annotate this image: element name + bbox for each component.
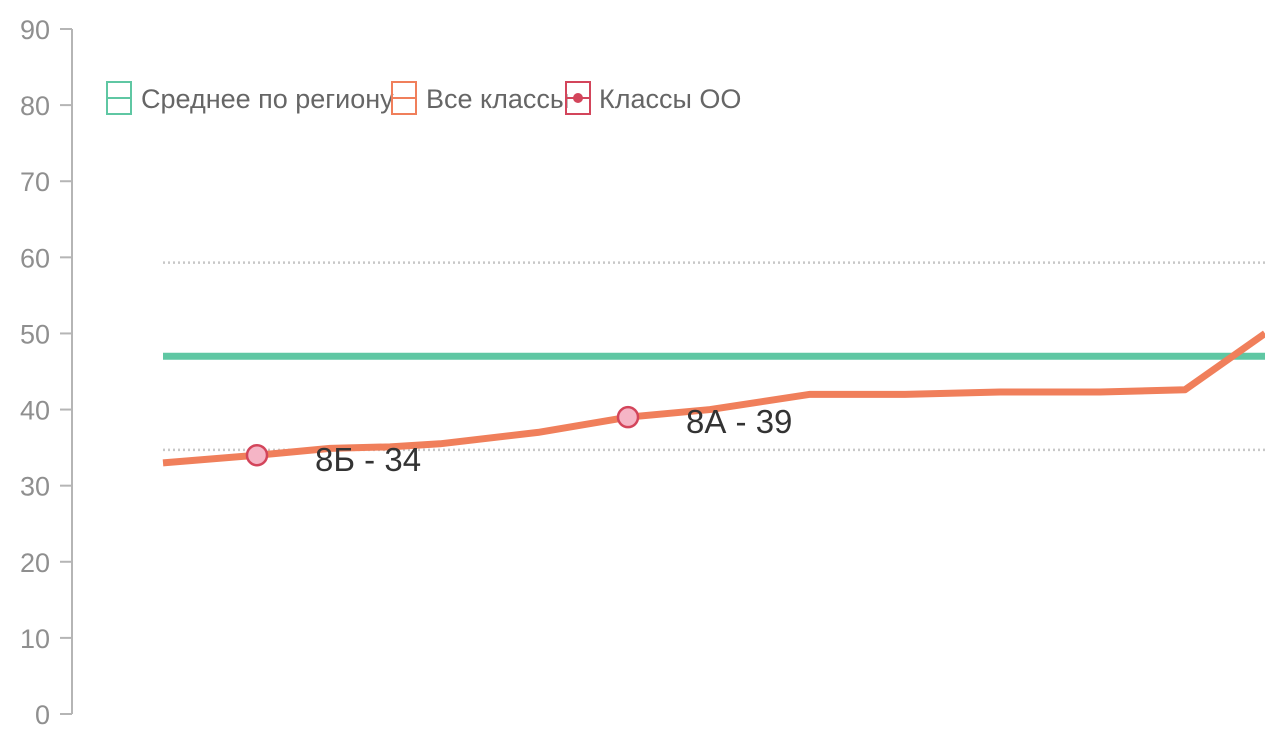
class-point-label: 8Б - 34: [315, 441, 421, 478]
y-tick-label: 80: [20, 91, 50, 121]
legend-swatch-dot: [573, 93, 583, 103]
reference-lines: [163, 261, 1265, 452]
y-tick-label: 60: [20, 243, 50, 273]
series-lines: [162, 330, 1265, 467]
y-axis: 0 10 20 30 40 50 60 70 80 90: [20, 15, 73, 729]
legend-item[interactable]: Классы ОО: [565, 81, 741, 115]
y-tick-label: 10: [20, 624, 50, 654]
class-point-label: 8А - 39: [686, 403, 792, 440]
legend-label: Все классы: [426, 84, 569, 114]
class-points[interactable]: 8Б - 34 8А - 39: [245, 403, 792, 478]
y-tick-label: 0: [35, 700, 50, 729]
series-line-1: [162, 330, 1265, 467]
y-tick-label: 70: [20, 167, 50, 197]
legend-item[interactable]: Среднее по региону: [106, 81, 394, 115]
class-point-marker[interactable]: [245, 443, 269, 467]
y-tick-label: 20: [20, 548, 50, 578]
y-tick-label: 30: [20, 472, 50, 502]
legend-label: Классы ОО: [599, 84, 741, 114]
y-tick-label: 90: [20, 15, 50, 45]
y-tick-label: 40: [20, 396, 50, 426]
legend-label: Среднее по региону: [141, 84, 394, 114]
legend[interactable]: Среднее по региону Все классы Классы ОО: [106, 81, 741, 115]
y-tick-label: 50: [20, 319, 50, 349]
class-point-marker[interactable]: [616, 405, 640, 429]
legend-item[interactable]: Все классы: [391, 81, 569, 115]
